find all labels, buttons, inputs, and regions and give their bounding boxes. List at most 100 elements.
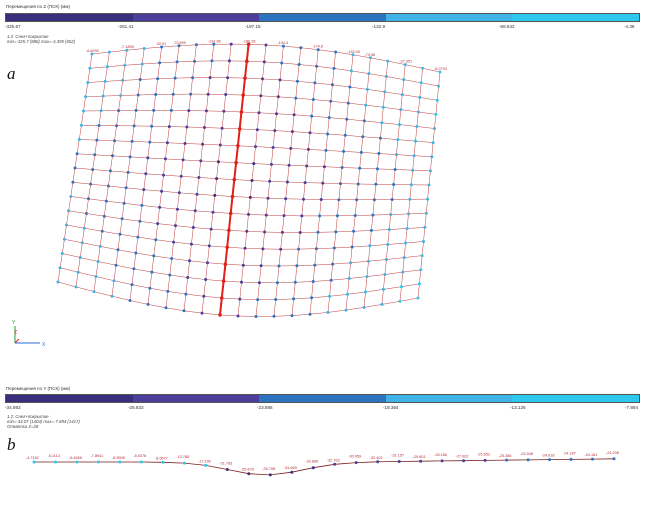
mesh-node	[202, 294, 206, 298]
mesh-node	[306, 147, 310, 151]
profile-value-label: -8.6378	[133, 454, 146, 458]
profile-node	[526, 458, 530, 462]
mesh-node	[247, 212, 250, 216]
mesh-node	[295, 79, 299, 83]
mesh-node	[223, 262, 228, 267]
profile-node	[161, 460, 165, 464]
mesh-node	[138, 219, 142, 223]
mesh-node	[256, 298, 260, 302]
mesh-node	[99, 109, 103, 113]
mesh-node	[208, 76, 212, 80]
mesh-node	[160, 189, 164, 193]
mesh-node	[345, 117, 349, 121]
axis-label-y: Y	[12, 320, 16, 326]
mesh-node	[313, 81, 317, 85]
mesh-node	[332, 246, 336, 250]
mesh-node	[62, 237, 66, 241]
mesh-node	[206, 261, 209, 265]
mesh-node	[92, 290, 96, 294]
mesh-node	[300, 214, 304, 218]
mesh-node	[387, 228, 391, 231]
mesh-node	[69, 195, 73, 198]
scale-tick: -23.886	[257, 405, 273, 410]
mesh-node	[74, 285, 78, 289]
profile-node	[440, 459, 444, 463]
profile-value-label: -29.801	[413, 455, 426, 459]
mesh-node	[275, 281, 279, 285]
mesh-node	[114, 263, 118, 267]
mesh-node	[213, 193, 217, 197]
mesh-node	[224, 93, 228, 96]
mesh-node	[77, 138, 81, 141]
node-value-label: -194.4	[277, 41, 288, 45]
info-line: Отметка Z=28	[7, 424, 39, 430]
mesh-node	[337, 198, 341, 202]
mesh-node	[115, 124, 119, 128]
mesh-node	[328, 294, 332, 298]
mesh-node	[290, 314, 294, 318]
node-value-label: -7.1855	[121, 45, 134, 49]
mesh-node	[428, 169, 432, 173]
load-case-info: 1.2: Снег+покрытие min=-325.7 (888) max=…	[7, 34, 75, 44]
mesh-node	[138, 78, 142, 81]
mesh-node	[193, 59, 196, 63]
profile-value-label: -26.708	[262, 467, 275, 471]
mesh-node	[86, 81, 90, 84]
mesh-node	[377, 152, 381, 155]
mesh-node	[146, 302, 150, 306]
mesh-node	[371, 213, 375, 217]
mesh-node	[332, 66, 336, 70]
mesh-node	[84, 212, 88, 215]
mesh-node	[187, 109, 191, 113]
mesh-node	[148, 140, 152, 144]
mesh-node	[243, 76, 247, 80]
mesh-node	[389, 213, 393, 216]
profile-value-label: -8.9908	[112, 456, 125, 460]
mesh-node	[165, 141, 169, 145]
mesh-node	[295, 264, 299, 268]
mesh-node	[330, 83, 334, 87]
mesh-node	[215, 177, 219, 181]
mesh-node	[263, 230, 267, 234]
mesh-node	[362, 119, 366, 123]
mesh-node	[269, 162, 273, 166]
profile-value-label: -30.959	[348, 455, 361, 459]
mesh-node	[365, 87, 369, 91]
mesh-node	[132, 267, 136, 271]
mesh-node	[254, 315, 258, 318]
mesh-node	[364, 290, 367, 294]
mesh-node	[240, 280, 243, 284]
profile-value-label: -21.783	[219, 462, 232, 466]
mesh-node	[134, 251, 138, 255]
mesh-node	[73, 166, 77, 170]
mesh-node	[322, 165, 326, 169]
mesh-node	[433, 127, 436, 130]
mesh-node	[272, 314, 276, 318]
mesh-node	[203, 126, 206, 129]
mesh-node	[136, 93, 140, 97]
color-scale-bar	[5, 13, 640, 22]
mesh-node	[403, 63, 407, 67]
profile-node	[505, 458, 509, 462]
deformation-profile-plot: -4.7162 -6.1113 -6.4566 -7.8941 -8.9908 -8.63…	[26, 451, 619, 477]
mesh-node	[435, 98, 439, 102]
mesh-node	[343, 133, 347, 137]
profile-node	[397, 460, 401, 463]
mesh-node	[144, 172, 148, 176]
profile-node	[483, 458, 487, 462]
mesh-node	[220, 126, 224, 130]
mesh-node	[90, 52, 94, 56]
mesh-node	[117, 109, 121, 113]
profile-value-label: -6.1113	[48, 454, 60, 458]
mesh-node	[158, 205, 162, 209]
node-value-label: -186.28	[243, 39, 256, 43]
mesh-node	[172, 240, 176, 244]
mesh-node	[170, 257, 174, 260]
mesh-node	[342, 149, 346, 153]
mesh-node	[218, 143, 222, 147]
mesh-node	[386, 59, 390, 63]
mesh-node	[359, 150, 363, 154]
scale-tick: -68.642	[499, 24, 515, 29]
mesh-node	[82, 109, 85, 113]
mesh-node	[273, 129, 277, 133]
